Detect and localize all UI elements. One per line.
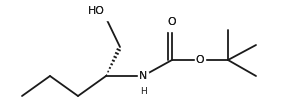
Text: O: O [196,55,204,65]
Text: O: O [168,17,176,27]
Bar [195,56,205,64]
Text: O: O [196,55,204,65]
Text: O: O [168,17,176,27]
Text: HO: HO [88,6,105,16]
Text: H: H [140,87,146,96]
Text: HO: HO [88,6,105,16]
Bar [167,23,177,31]
Bar [138,72,148,80]
Text: N: N [139,71,147,81]
Bar [99,11,110,20]
Text: N: N [139,71,147,81]
